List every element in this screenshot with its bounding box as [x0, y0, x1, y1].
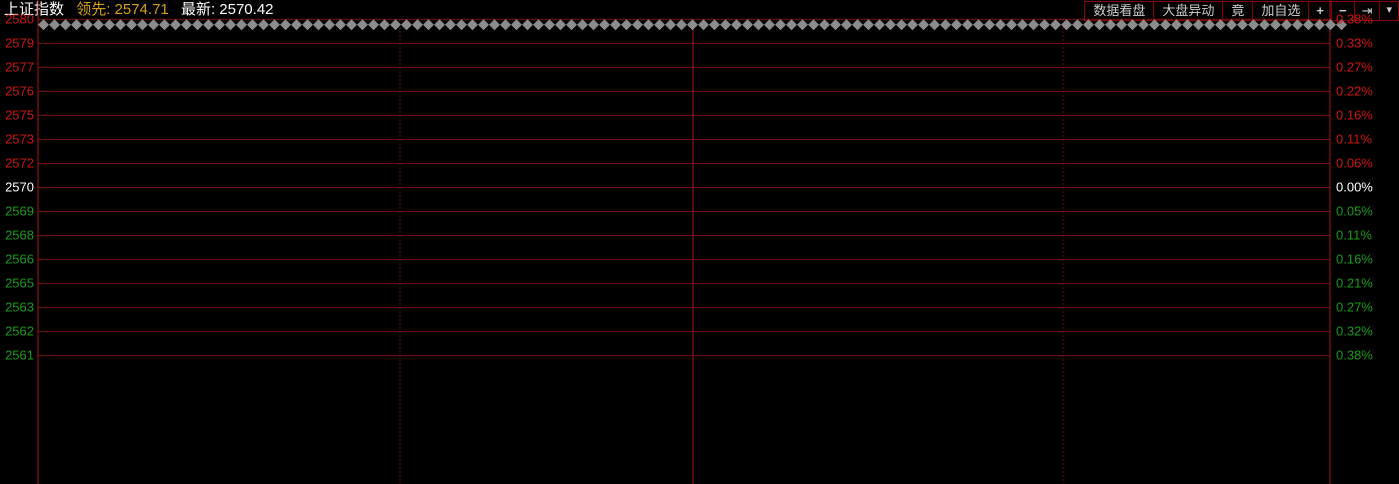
svg-text:0.16%: 0.16% — [1336, 107, 1373, 122]
svg-text:2576: 2576 — [5, 83, 34, 98]
svg-text:2570: 2570 — [5, 180, 34, 195]
svg-text:2562: 2562 — [5, 324, 34, 339]
svg-text:0.00%: 0.00% — [1336, 180, 1373, 195]
svg-text:0.27%: 0.27% — [1336, 300, 1373, 315]
svg-text:2569: 2569 — [5, 204, 34, 219]
svg-text:2579: 2579 — [5, 35, 34, 50]
svg-text:0.22%: 0.22% — [1336, 83, 1373, 98]
svg-text:2575: 2575 — [5, 107, 34, 122]
svg-text:2580: 2580 — [5, 11, 34, 26]
svg-text:2561: 2561 — [5, 348, 34, 363]
svg-text:0.06%: 0.06% — [1336, 155, 1373, 170]
svg-text:0.38%: 0.38% — [1336, 348, 1373, 363]
svg-text:2566: 2566 — [5, 252, 34, 267]
svg-text:0.21%: 0.21% — [1336, 276, 1373, 291]
svg-text:2563: 2563 — [5, 300, 34, 315]
svg-text:2573: 2573 — [5, 131, 34, 146]
svg-text:0.05%: 0.05% — [1336, 204, 1373, 219]
svg-text:0.33%: 0.33% — [1336, 35, 1373, 50]
svg-text:0.11%: 0.11% — [1336, 131, 1372, 146]
svg-text:0.27%: 0.27% — [1336, 59, 1373, 74]
svg-text:0.11%: 0.11% — [1336, 228, 1372, 243]
svg-text:0.38%: 0.38% — [1336, 11, 1373, 26]
svg-text:0.16%: 0.16% — [1336, 252, 1373, 267]
svg-text:0.32%: 0.32% — [1336, 324, 1373, 339]
svg-text:2568: 2568 — [5, 228, 34, 243]
svg-text:2572: 2572 — [5, 155, 34, 170]
svg-text:2565: 2565 — [5, 276, 34, 291]
svg-text:2577: 2577 — [5, 59, 34, 74]
